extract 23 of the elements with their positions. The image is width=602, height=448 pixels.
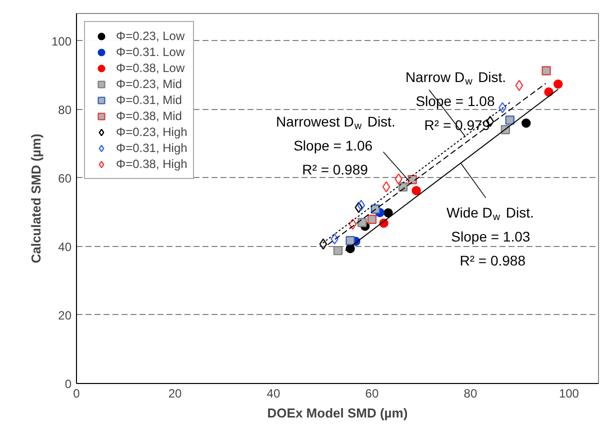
legend-label: Φ=0.38, Mid [116, 108, 182, 124]
x-axis-title: DOEx Model SMD (µm) [267, 406, 408, 420]
y-tick-label: 20 [58, 308, 72, 322]
legend-label: Φ=0.31, Mid [116, 92, 182, 108]
legend-label: Φ=0.23, Low [116, 28, 185, 44]
x-tick-label: 100 [558, 386, 580, 400]
y-tick-label: 40 [58, 240, 72, 254]
legend-label: Φ=0.23, Mid [116, 76, 182, 92]
x-tick-label: 20 [168, 386, 182, 400]
y-tick-label: 80 [58, 102, 72, 117]
y-tick-label: 100 [51, 34, 72, 48]
x-tick-label: 80 [464, 386, 478, 400]
y-axis-title: Calculated SMD (µm) [28, 134, 44, 264]
legend-label: Φ=0.38, Low [116, 60, 185, 76]
y-tick-label: 60 [58, 171, 72, 186]
y-tick-label: 0 [64, 377, 72, 391]
x-tick-label: 0 [73, 386, 80, 400]
legend-label: Φ=0.38, High [116, 156, 188, 172]
x-tick-label: 40 [266, 386, 280, 400]
legend-label: Φ=0.23, High [116, 124, 188, 140]
legend-label: Φ=0.31. Low [116, 44, 185, 60]
x-tick-label: 60 [365, 386, 379, 400]
legend-label: Φ=0.31, High [116, 140, 188, 156]
